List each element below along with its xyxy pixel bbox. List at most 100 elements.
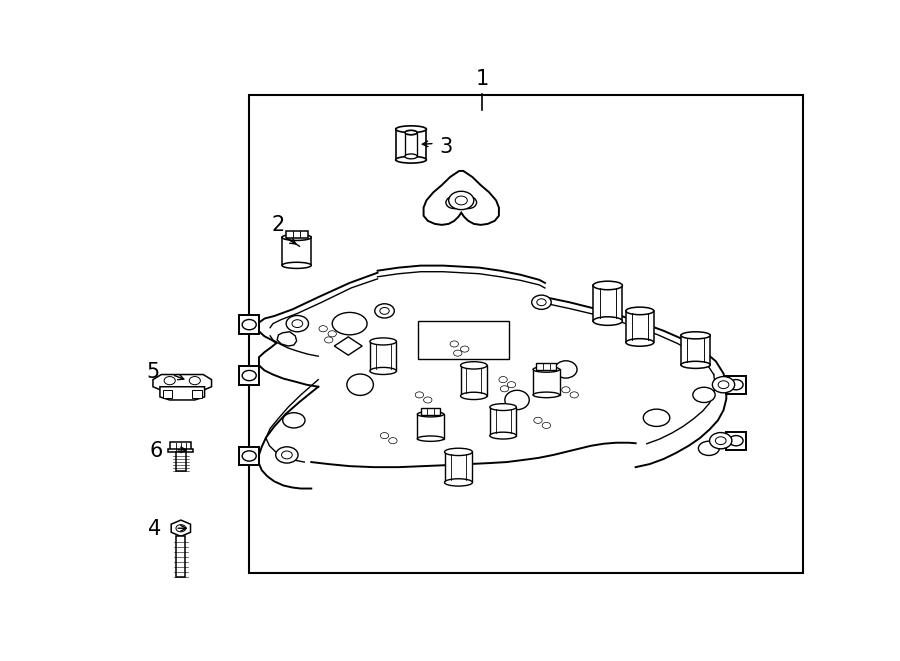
Ellipse shape [396, 126, 427, 133]
Ellipse shape [681, 332, 710, 339]
Ellipse shape [442, 327, 481, 351]
Text: 5: 5 [147, 362, 160, 383]
Circle shape [282, 451, 292, 459]
Ellipse shape [370, 338, 396, 345]
Circle shape [319, 326, 328, 332]
Circle shape [713, 377, 734, 393]
Bar [533, 369, 560, 395]
Circle shape [449, 191, 473, 210]
Ellipse shape [396, 157, 427, 163]
Circle shape [461, 346, 469, 352]
Bar [726, 432, 746, 450]
Ellipse shape [554, 361, 577, 378]
Bar [285, 231, 308, 239]
Ellipse shape [626, 307, 653, 315]
Bar [418, 414, 444, 439]
Bar [176, 452, 185, 471]
Ellipse shape [681, 362, 710, 368]
Ellipse shape [282, 234, 311, 241]
Bar [396, 129, 427, 160]
Bar [726, 375, 746, 394]
Ellipse shape [461, 392, 487, 399]
Text: 4: 4 [148, 520, 161, 539]
Ellipse shape [418, 412, 444, 417]
FancyBboxPatch shape [248, 95, 803, 573]
Ellipse shape [370, 368, 396, 375]
Circle shape [275, 447, 298, 463]
Circle shape [562, 387, 570, 393]
Polygon shape [406, 130, 417, 135]
Circle shape [454, 350, 462, 356]
Ellipse shape [593, 317, 623, 325]
Text: 6: 6 [149, 441, 163, 461]
Bar [405, 133, 418, 157]
Ellipse shape [490, 432, 517, 439]
Circle shape [242, 370, 256, 381]
Ellipse shape [332, 313, 367, 335]
Ellipse shape [533, 392, 560, 398]
Circle shape [446, 196, 463, 209]
Ellipse shape [282, 262, 311, 268]
Ellipse shape [346, 374, 374, 395]
Polygon shape [153, 375, 211, 391]
Circle shape [415, 392, 424, 398]
Circle shape [460, 196, 477, 209]
Circle shape [718, 381, 729, 389]
Circle shape [424, 397, 432, 403]
Ellipse shape [505, 390, 529, 410]
Ellipse shape [533, 367, 560, 372]
Ellipse shape [418, 436, 444, 442]
Bar [420, 408, 440, 415]
Bar [536, 364, 556, 370]
Bar [593, 286, 623, 321]
Bar [282, 237, 311, 265]
Circle shape [729, 379, 743, 390]
Circle shape [325, 337, 333, 343]
Circle shape [542, 422, 551, 428]
Circle shape [570, 392, 579, 398]
Bar [239, 447, 259, 465]
Ellipse shape [593, 281, 623, 290]
Circle shape [381, 432, 389, 439]
Text: 3: 3 [439, 137, 452, 157]
Bar [626, 311, 653, 342]
Circle shape [455, 196, 467, 205]
Circle shape [374, 304, 394, 318]
Polygon shape [424, 171, 499, 225]
Circle shape [536, 299, 546, 305]
Polygon shape [277, 332, 297, 346]
Polygon shape [171, 520, 191, 536]
Circle shape [286, 315, 309, 332]
Bar [170, 442, 192, 450]
Text: 2: 2 [272, 215, 285, 235]
Circle shape [164, 377, 176, 385]
Text: 1: 1 [475, 69, 489, 89]
Bar [192, 390, 202, 398]
Ellipse shape [445, 448, 473, 455]
Ellipse shape [405, 154, 418, 159]
Bar [461, 366, 487, 396]
Ellipse shape [626, 338, 653, 346]
Bar [168, 449, 194, 452]
Bar [418, 321, 508, 360]
Circle shape [189, 377, 201, 385]
Circle shape [534, 417, 542, 424]
Polygon shape [160, 387, 204, 400]
Bar [681, 335, 710, 365]
Polygon shape [334, 337, 362, 355]
Ellipse shape [283, 412, 305, 428]
Ellipse shape [698, 441, 719, 455]
Circle shape [499, 377, 508, 383]
Circle shape [292, 320, 302, 328]
Circle shape [532, 295, 551, 309]
Circle shape [709, 432, 732, 449]
Circle shape [328, 330, 337, 337]
Circle shape [508, 381, 516, 388]
Circle shape [389, 438, 397, 444]
Ellipse shape [490, 404, 517, 410]
Bar [163, 390, 173, 398]
Bar [445, 452, 473, 483]
Bar [490, 407, 517, 436]
Circle shape [500, 386, 508, 392]
Ellipse shape [405, 130, 418, 135]
